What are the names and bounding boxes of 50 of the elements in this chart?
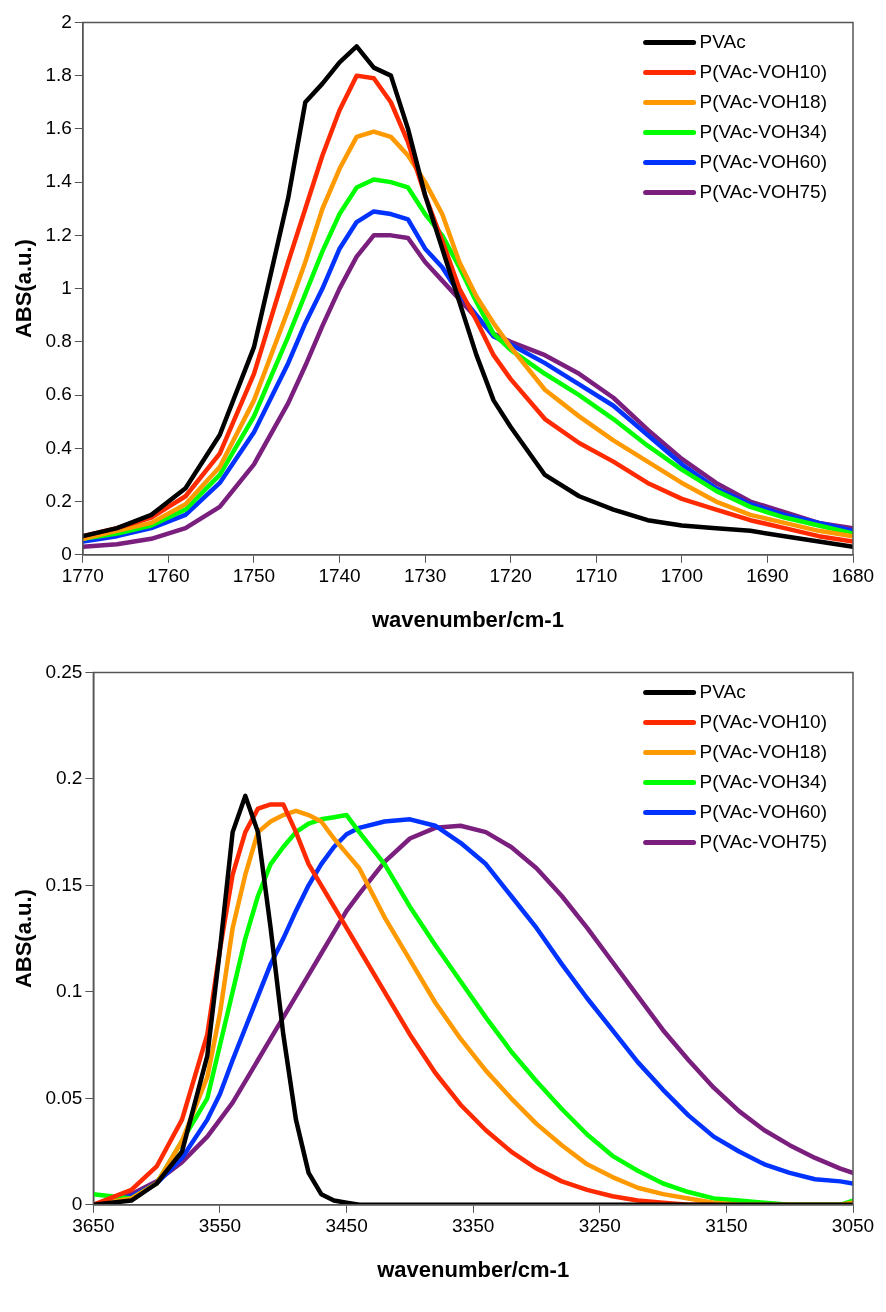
x-tick-label: 3050 — [831, 1215, 875, 1237]
y-tick-label: 0.15 — [45, 873, 83, 895]
x-tick-label: 1740 — [318, 565, 361, 587]
x-axis-title: wavenumber/cm-1 — [370, 606, 564, 632]
y-tick-label: 1.8 — [45, 63, 72, 85]
y-tick-label: 0 — [71, 1193, 83, 1215]
x-tick-label: 1720 — [489, 565, 532, 587]
y-axis-title: ABS(a.u.) — [11, 239, 37, 339]
legend-label: P(VAc-VOH34) — [699, 120, 828, 142]
y-tick-label: 1 — [61, 276, 72, 298]
x-tick-label: 1770 — [61, 565, 104, 587]
y-tick-label: 0.4 — [45, 436, 73, 458]
x-tick-label: 3650 — [72, 1215, 115, 1237]
y-tick-label: 0.05 — [45, 1086, 83, 1108]
legend-label: P(VAc-VOH60) — [699, 150, 828, 172]
x-tick-label: 1710 — [575, 565, 618, 587]
legend-label: PVAc — [699, 680, 746, 702]
x-tick-label: 3150 — [705, 1215, 748, 1237]
x-axis-title: wavenumber/cm-1 — [376, 1256, 570, 1282]
x-tick-label: 3250 — [578, 1215, 621, 1237]
x-tick-label: 1760 — [147, 565, 190, 587]
y-tick-label: 1.6 — [45, 117, 72, 139]
x-tick-label: 3450 — [325, 1215, 368, 1237]
x-tick-label: 1730 — [403, 565, 447, 587]
legend-label: P(VAc-VOH10) — [699, 60, 828, 82]
y-tick-label: 0.2 — [45, 489, 72, 511]
legend-label: PVAc — [699, 30, 746, 52]
legend-label: P(VAc-VOH34) — [699, 770, 828, 792]
x-tick-label: 1680 — [831, 565, 875, 587]
legend-label: P(VAc-VOH10) — [699, 710, 828, 732]
x-tick-label: 1700 — [660, 565, 703, 587]
legend-label: P(VAc-VOH75) — [699, 180, 828, 202]
y-axis-title: ABS(a.u.) — [11, 889, 37, 989]
y-tick-label: 0.6 — [45, 383, 72, 405]
y-tick-label: 0.1 — [55, 980, 83, 1002]
y-tick-label: 0.25 — [45, 660, 83, 682]
y-tick-label: 2 — [61, 10, 72, 32]
y-tick-label: 0.2 — [55, 767, 83, 789]
x-tick-label: 1690 — [746, 565, 789, 587]
x-tick-label: 1750 — [232, 565, 276, 587]
legend-label: P(VAc-VOH18) — [699, 90, 828, 112]
y-tick-label: 1.2 — [45, 223, 72, 245]
y-tick-label: 1.4 — [45, 170, 73, 192]
legend-label: P(VAc-VOH60) — [699, 800, 828, 822]
legend-label: P(VAc-VOH18) — [699, 740, 828, 762]
y-tick-label: 0.8 — [45, 330, 72, 352]
y-tick-label: 0 — [61, 543, 72, 565]
x-tick-label: 3350 — [452, 1215, 495, 1237]
legend-label: P(VAc-VOH75) — [699, 830, 828, 852]
x-tick-label: 3550 — [198, 1215, 242, 1237]
